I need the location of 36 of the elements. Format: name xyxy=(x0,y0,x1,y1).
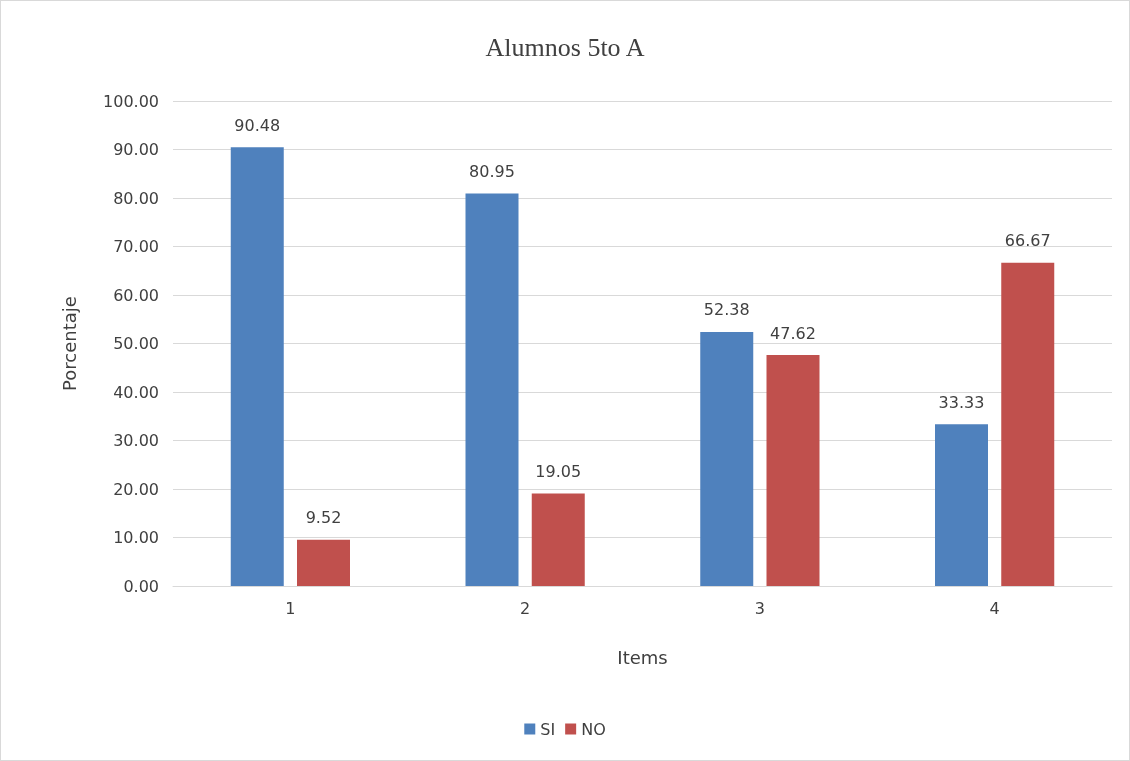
y-tick-label: 100.00 xyxy=(103,91,159,111)
data-label: 33.33 xyxy=(938,392,985,412)
legend-label: SI xyxy=(540,719,556,739)
bar xyxy=(465,193,519,586)
bar xyxy=(700,331,754,586)
y-tick-label: 0.00 xyxy=(123,576,159,596)
data-label: 80.95 xyxy=(469,161,515,181)
legend-label: NO xyxy=(581,719,606,739)
bar xyxy=(935,424,988,586)
y-tick-label: 10.00 xyxy=(113,528,159,547)
data-label: 19.05 xyxy=(535,462,582,482)
y-tick-label: 40.00 xyxy=(113,382,159,402)
x-tick-label: 4 xyxy=(989,598,1000,618)
y-tick-label: 30.00 xyxy=(113,431,159,450)
y-tick-label: 60.00 xyxy=(113,285,159,305)
y-tick-label: 20.00 xyxy=(113,479,159,499)
x-tick-label: 1 xyxy=(285,598,296,618)
y-tick-label: 80.00 xyxy=(113,188,159,208)
data-label: 66.67 xyxy=(1004,231,1051,251)
bar xyxy=(1001,262,1055,586)
y-tick-label: 90.00 xyxy=(113,140,159,159)
x-axis-title: Items xyxy=(617,646,668,668)
y-tick-label: 50.00 xyxy=(113,334,159,353)
x-tick-label: 3 xyxy=(754,598,765,618)
data-label: 90.48 xyxy=(234,115,281,135)
bar xyxy=(766,355,820,586)
data-label: 47.62 xyxy=(770,323,816,343)
data-label: 9.52 xyxy=(305,508,342,528)
y-tick-label: 70.00 xyxy=(113,237,159,256)
bar xyxy=(230,147,284,586)
data-label: 52.38 xyxy=(703,300,750,320)
bar xyxy=(297,539,350,586)
chart-title: Alumnos 5to A xyxy=(485,32,645,62)
y-axis-title: Porcentaje xyxy=(58,296,80,391)
bar xyxy=(531,493,585,586)
x-tick-label: 2 xyxy=(520,598,531,618)
